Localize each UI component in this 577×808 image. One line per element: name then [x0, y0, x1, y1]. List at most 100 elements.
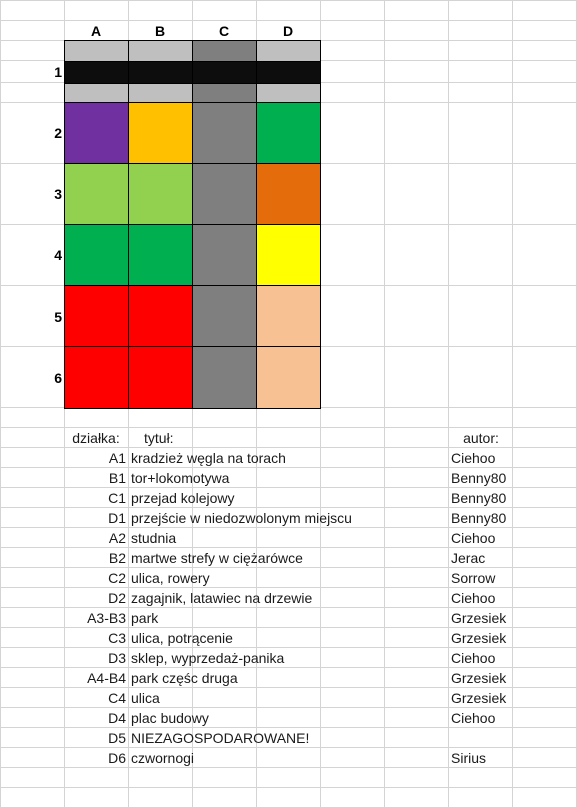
- plot-cell: D3: [108, 650, 126, 666]
- author-cell: Ciehoo: [451, 710, 496, 726]
- plot-cell: D2: [108, 590, 126, 606]
- author-cell: Benny80: [451, 470, 507, 486]
- title-cell: park: [131, 610, 159, 626]
- title-cell: studnia: [131, 530, 177, 546]
- map-cell[interactable]: [128, 102, 193, 164]
- title-cell: sklep, wyprzedaż-panika: [131, 650, 285, 666]
- author-cell: Sirius: [451, 750, 487, 766]
- plot-cell: C3: [108, 630, 126, 646]
- map-cell[interactable]: [256, 285, 321, 347]
- plot-cell: D6: [108, 750, 126, 766]
- plot-cell: A2: [108, 530, 126, 546]
- title-cell: martwe strefy w ciężarówce: [131, 550, 303, 566]
- plot-cell: D1: [108, 510, 126, 526]
- map-cell[interactable]: [192, 40, 257, 62]
- author-cell: Grzesiek: [451, 630, 507, 646]
- map-cell[interactable]: [192, 163, 257, 225]
- author-cell: Benny80: [451, 490, 507, 506]
- row-header: 2: [54, 125, 62, 141]
- map-cell[interactable]: [128, 346, 193, 409]
- header-author: autor:: [463, 430, 499, 446]
- header-plot: działka:: [72, 430, 120, 446]
- gridline-horizontal: [0, 0, 577, 1]
- gridline-horizontal: [0, 687, 577, 688]
- plot-cell: B2: [108, 550, 126, 566]
- plot-cell: A3-B3: [87, 610, 126, 626]
- column-header: A: [90, 23, 102, 39]
- title-cell: przejście w niedozwolonym miejscu: [131, 510, 352, 526]
- gridline-horizontal: [0, 20, 577, 21]
- column-header: D: [282, 23, 294, 39]
- map-cell[interactable]: [256, 83, 321, 103]
- title-cell: ulica, rowery: [131, 570, 210, 586]
- plot-cell: C1: [108, 490, 126, 506]
- plot-cell: D4: [108, 710, 126, 726]
- header-title: tytuł:: [144, 430, 174, 446]
- gridline-horizontal: [0, 587, 577, 588]
- row-header: 4: [54, 247, 62, 263]
- map-cell[interactable]: [192, 61, 257, 84]
- map-cell[interactable]: [64, 163, 129, 225]
- gridline-horizontal: [0, 567, 577, 568]
- gridline-vertical: [512, 0, 513, 808]
- gridline-horizontal: [0, 507, 577, 508]
- plot-cell: B1: [108, 470, 126, 486]
- map-cell[interactable]: [192, 83, 257, 103]
- gridline-horizontal: [0, 467, 577, 468]
- map-cell[interactable]: [64, 40, 129, 62]
- row-header: 1: [54, 64, 62, 80]
- gridline-horizontal: [0, 447, 577, 448]
- author-cell: Sorrow: [451, 570, 496, 586]
- map-cell[interactable]: [128, 163, 193, 225]
- map-cell[interactable]: [192, 102, 257, 164]
- map-cell[interactable]: [256, 163, 321, 225]
- map-cell[interactable]: [64, 285, 129, 347]
- author-cell: Jerac: [451, 550, 486, 566]
- title-cell: park częśc druga: [131, 670, 238, 686]
- map-cell[interactable]: [256, 102, 321, 164]
- author-cell: Grzesiek: [451, 690, 507, 706]
- map-cell[interactable]: [128, 83, 193, 103]
- row-header: 3: [54, 186, 62, 202]
- plot-cell: C2: [108, 570, 126, 586]
- title-cell: ulica: [131, 690, 160, 706]
- map-cell[interactable]: [192, 346, 257, 409]
- plot-cell: A1: [108, 450, 126, 466]
- title-cell: przejad kolejowy: [131, 490, 235, 506]
- author-cell: Benny80: [451, 510, 507, 526]
- map-cell[interactable]: [192, 285, 257, 347]
- gridline-horizontal: [0, 767, 577, 768]
- map-cell[interactable]: [192, 224, 257, 286]
- map-cell[interactable]: [64, 224, 129, 286]
- map-cell[interactable]: [64, 83, 129, 103]
- plot-cell: D5: [108, 730, 126, 746]
- map-cell[interactable]: [128, 61, 193, 84]
- map-cell[interactable]: [64, 61, 129, 84]
- map-cell[interactable]: [256, 61, 321, 84]
- author-cell: Ciehoo: [451, 450, 496, 466]
- map-cell[interactable]: [64, 102, 129, 164]
- title-cell: plac budowy: [131, 710, 209, 726]
- author-cell: Grzesiek: [451, 610, 507, 626]
- author-cell: Ciehoo: [451, 590, 496, 606]
- title-cell: kradzież węgla na torach: [131, 450, 286, 466]
- title-cell: NIEZAGOSPODAROWANE!: [131, 730, 310, 746]
- map-cell[interactable]: [64, 346, 129, 409]
- gridline-horizontal: [0, 427, 577, 428]
- map-cell[interactable]: [128, 40, 193, 62]
- gridline-horizontal: [0, 647, 577, 648]
- plot-cell: C4: [108, 690, 126, 706]
- map-cell[interactable]: [256, 224, 321, 286]
- map-cell[interactable]: [128, 224, 193, 286]
- map-cell[interactable]: [256, 346, 321, 409]
- column-header: B: [154, 23, 166, 39]
- author-cell: Ciehoo: [451, 650, 496, 666]
- plot-cell: A4-B4: [87, 670, 126, 686]
- map-cell[interactable]: [256, 40, 321, 62]
- gridline-horizontal: [0, 627, 577, 628]
- gridline-horizontal: [0, 607, 577, 608]
- author-cell: Ciehoo: [451, 530, 496, 546]
- row-header: 6: [54, 370, 62, 386]
- map-cell[interactable]: [128, 285, 193, 347]
